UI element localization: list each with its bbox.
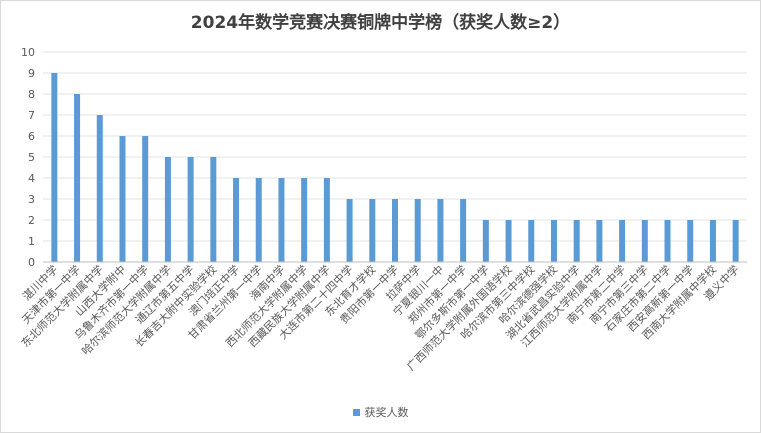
y-tick-label: 4	[28, 172, 35, 185]
bars	[51, 73, 739, 262]
bar	[301, 178, 308, 262]
bar	[732, 220, 739, 262]
bar	[142, 136, 149, 262]
bar	[96, 115, 103, 262]
bar	[687, 220, 694, 262]
bar	[164, 157, 171, 262]
bar	[323, 178, 330, 262]
y-tick-label: 8	[28, 88, 35, 101]
y-tick-label: 10	[21, 46, 35, 59]
y-tick-label: 0	[28, 256, 35, 269]
chart-title: 2024年数学竞赛决赛铜牌中学榜（获奖人数≥2）	[190, 13, 571, 33]
bar	[119, 136, 126, 262]
y-tick-label: 7	[28, 109, 35, 122]
plot-area: 0 1 2 3 4 5 6 7 8 9 10 湛川中学天津市第一中学东北师范大学附属中学山西大学附中…	[18, 46, 747, 373]
y-tick-label: 6	[28, 130, 35, 143]
bar	[233, 178, 240, 262]
bar	[596, 220, 603, 262]
bar	[664, 220, 671, 262]
bar	[505, 220, 512, 262]
bar	[482, 220, 489, 262]
legend: 获奖人数	[0, 404, 761, 420]
y-tick-label: 1	[28, 235, 35, 248]
legend-swatch	[352, 408, 360, 416]
bar	[619, 220, 626, 262]
bar	[550, 220, 557, 262]
bar	[414, 199, 421, 262]
bar	[278, 178, 285, 262]
bar	[187, 157, 194, 262]
bar	[573, 220, 580, 262]
bar	[709, 220, 716, 262]
y-tick-label: 5	[28, 151, 35, 164]
bar	[255, 178, 262, 262]
bar	[528, 220, 535, 262]
bar	[392, 199, 398, 262]
bar	[74, 94, 81, 262]
bar	[210, 157, 217, 262]
legend-label: 获奖人数	[364, 406, 409, 419]
y-tick-label: 3	[28, 193, 35, 206]
x-axis-ticks: 湛川中学天津市第一中学东北师范大学附属中学山西大学附中乌鲁木齐市第一中学哈尔滨师…	[18, 262, 742, 373]
bar	[346, 199, 353, 262]
y-axis-ticks: 0 1 2 3 4 5 6 7 8 9 10	[21, 46, 35, 269]
bar	[641, 220, 648, 262]
bar	[51, 73, 58, 262]
y-tick-label: 9	[28, 67, 35, 80]
bar	[437, 199, 444, 262]
bar	[369, 199, 376, 262]
y-tick-label: 2	[28, 214, 35, 227]
bar	[460, 199, 467, 262]
